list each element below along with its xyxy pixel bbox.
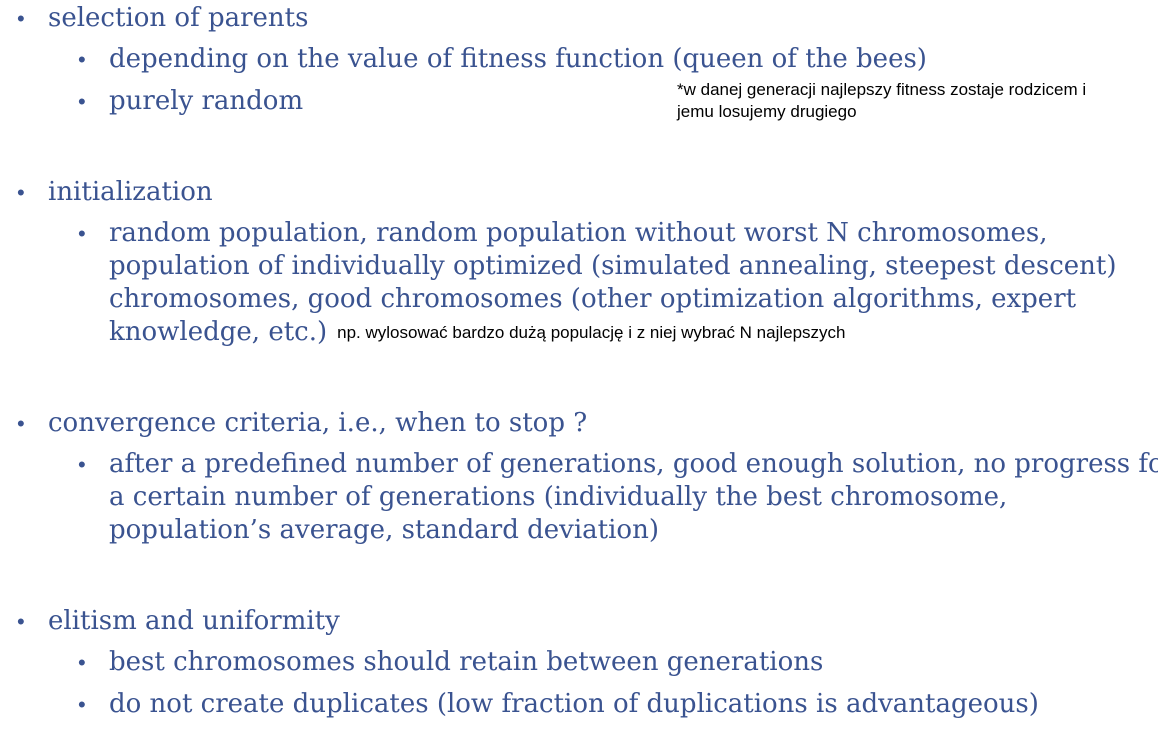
bullet-icon: • [17, 411, 25, 436]
convergence-line-3: population’s average, standard deviation… [109, 515, 659, 545]
list-item-fitness: depending on the value of fitness functi… [109, 44, 927, 74]
initialization-line-2: population of individually optimized (si… [109, 251, 1117, 281]
list-item-no-duplicates: do not create duplicates (low fraction o… [109, 689, 1039, 719]
initialization-line-4-text: knowledge, etc.) [109, 317, 328, 347]
section-heading-initialization: initialization [48, 177, 213, 207]
annotation-note-line-2: jemu losujemy drugiego [677, 102, 857, 121]
list-item-best-chromosomes: best chromosomes should retain between g… [109, 647, 824, 677]
convergence-line-2: a certain number of generations (individ… [109, 482, 1008, 512]
bullet-icon: • [78, 89, 86, 114]
section-heading-convergence: convergence criteria, i.e., when to stop… [48, 408, 588, 438]
bullet-icon: • [17, 180, 25, 205]
bullet-icon: • [78, 692, 86, 717]
bullet-icon: • [78, 47, 86, 72]
initialization-line-4: knowledge, etc.) np. wylosować bardzo duż… [109, 316, 846, 349]
bullet-icon: • [78, 452, 86, 477]
section-heading-selection: selection of parents [48, 3, 309, 33]
bullet-icon: • [78, 650, 86, 675]
bullet-icon: • [17, 6, 25, 31]
initialization-line-1: random population, random population wit… [109, 218, 1048, 248]
annotation-note-line-1: *w danej generacji najlepszy fitness zos… [677, 80, 1087, 99]
bullet-icon: • [78, 221, 86, 246]
convergence-line-1: after a predefined number of generations… [109, 449, 1158, 479]
bullet-icon: • [17, 609, 25, 634]
list-item-random: purely random [109, 86, 304, 116]
annotation-inline-note: np. wylosować bardzo dużą populację i z … [337, 323, 846, 342]
section-heading-elitism: elitism and uniformity [48, 606, 340, 636]
initialization-line-3: chromosomes, good chromosomes (other opt… [109, 284, 1077, 314]
